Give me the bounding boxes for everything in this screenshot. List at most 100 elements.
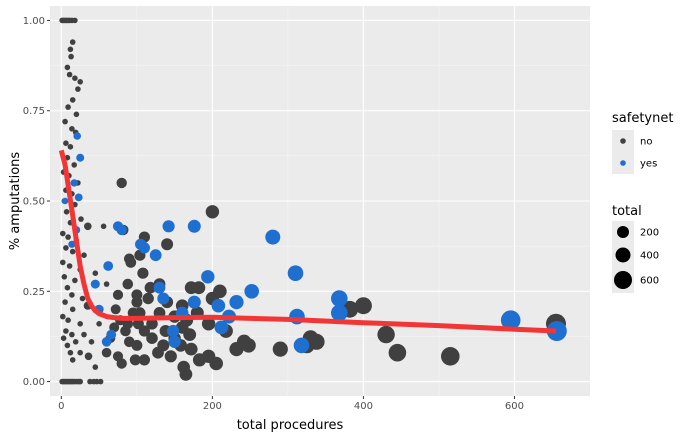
point-yes	[68, 240, 76, 248]
point-yes	[149, 249, 162, 262]
point-no	[65, 234, 71, 240]
point-no	[129, 354, 141, 366]
point-no	[66, 71, 73, 78]
y-tick-label: 0.50	[23, 197, 45, 208]
point-no	[60, 335, 67, 342]
point-yes	[76, 153, 85, 162]
x-axis-title: total procedures	[237, 418, 344, 433]
point-no	[441, 347, 460, 366]
point-yes	[167, 324, 180, 338]
point-no	[79, 295, 86, 302]
point-no	[72, 75, 78, 81]
point-yes	[138, 242, 150, 254]
point-no	[63, 245, 69, 251]
point-no	[152, 346, 164, 359]
point-yes	[90, 279, 100, 289]
point-no	[77, 321, 83, 327]
point-no	[192, 281, 206, 295]
point-no	[77, 79, 83, 85]
series-yes-points	[61, 132, 567, 354]
point-no	[63, 140, 69, 146]
point-no	[69, 331, 75, 338]
point-yes	[101, 337, 112, 347]
point-no	[65, 104, 71, 110]
point-no	[122, 278, 134, 290]
point-no	[116, 358, 127, 369]
point-yes	[74, 193, 83, 202]
smooth-line	[58, 149, 557, 334]
legend-size-label-400: 400	[640, 251, 659, 262]
point-no	[67, 144, 74, 150]
point-no	[78, 216, 84, 222]
point-no	[67, 349, 74, 356]
point-no	[64, 342, 71, 349]
point-no	[68, 53, 74, 60]
point-no	[354, 297, 372, 315]
point-no	[63, 209, 70, 215]
legend-label-no: no	[640, 137, 652, 148]
point-no	[164, 350, 177, 363]
point-no	[69, 357, 76, 363]
point-yes	[162, 220, 175, 233]
point-no	[62, 118, 68, 125]
point-yes	[331, 290, 348, 307]
point-no	[377, 325, 395, 344]
y-tick-label: 0.75	[23, 106, 45, 117]
point-no	[92, 364, 99, 370]
point-yes	[73, 132, 81, 140]
point-no	[183, 328, 197, 341]
point-no	[60, 313, 66, 320]
point-yes	[157, 292, 170, 305]
legend-size-label-600: 600	[640, 276, 659, 287]
point-no	[77, 378, 83, 385]
point-no	[110, 304, 121, 315]
point-no	[131, 289, 143, 301]
point-no	[77, 349, 83, 356]
legend-label-yes: yes	[640, 159, 657, 170]
point-no	[63, 328, 69, 334]
point-no	[308, 333, 325, 350]
point-yes	[244, 284, 259, 299]
legend-size-title: total	[612, 204, 642, 219]
x-tick-label: 200	[203, 401, 222, 412]
point-no	[179, 367, 193, 381]
point-no	[62, 299, 68, 305]
point-no	[60, 230, 66, 237]
point-no	[120, 325, 131, 337]
point-no	[142, 292, 154, 305]
point-no	[72, 17, 78, 24]
point-no	[236, 334, 252, 349]
point-no	[69, 306, 76, 313]
point-yes	[187, 219, 201, 233]
legend-size-600	[614, 271, 632, 289]
point-no	[388, 343, 407, 362]
point-no	[205, 205, 220, 219]
point-no	[64, 64, 71, 71]
point-no	[116, 177, 127, 189]
point-no	[103, 281, 110, 287]
point-no	[75, 86, 81, 92]
x-tick-label: 0	[58, 401, 64, 412]
legend-size-label-200: 200	[640, 228, 659, 239]
y-axis-title: % amputations	[8, 152, 23, 251]
point-no	[72, 339, 79, 345]
point-no	[146, 332, 158, 345]
point-no	[96, 321, 102, 327]
point-no	[134, 307, 146, 319]
point-yes	[103, 261, 114, 271]
point-no	[272, 341, 288, 357]
point-no	[72, 277, 78, 284]
point-yes	[265, 229, 281, 245]
legend-key-yes	[620, 160, 626, 166]
point-yes	[500, 310, 521, 331]
legend-size-200	[617, 226, 629, 238]
legend-size-400	[615, 247, 631, 263]
point-yes	[293, 337, 310, 354]
point-yes	[331, 304, 348, 322]
legend: safetynet no yes total 200 400 600	[612, 111, 673, 293]
point-no	[144, 281, 157, 294]
point-yes	[546, 321, 567, 341]
point-no	[131, 339, 143, 351]
y-axis-ticks: 0.00 0.25 0.50 0.75 1.00	[23, 16, 50, 388]
